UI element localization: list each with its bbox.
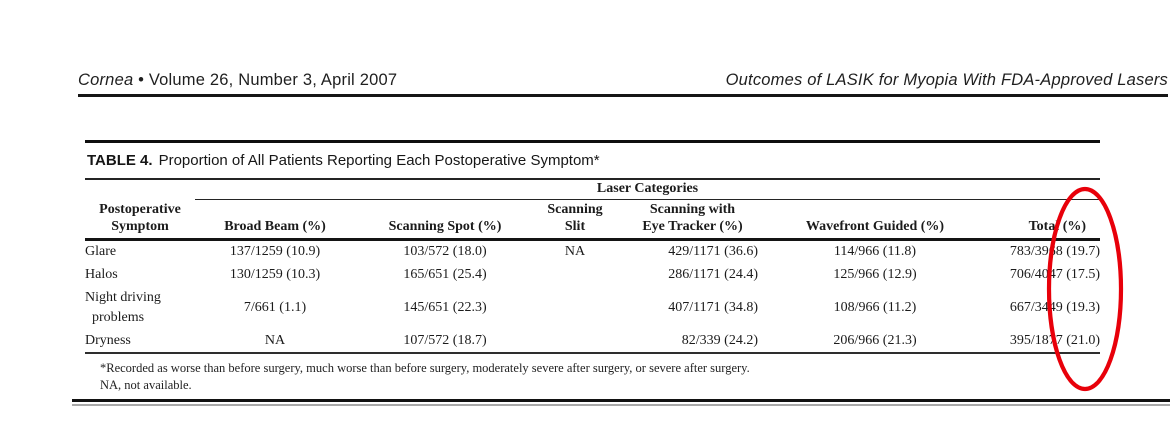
column-header-scanning-slit: Scanning Slit	[535, 199, 615, 241]
journal-name: Cornea	[78, 71, 134, 89]
table-cell: 667/3449 (19.3)	[1009, 300, 1101, 315]
journal-citation: Cornea • Volume 26, Number 3, April 2007	[78, 71, 397, 90]
table-cell	[535, 263, 615, 287]
table-cell: 407/1171 (34.8)	[668, 300, 758, 315]
table-cell: 783/3968 (19.7)	[1009, 243, 1101, 259]
table-cell	[535, 329, 615, 353]
column-header-total: Total (%)	[980, 199, 1101, 241]
column-header-eye-tracker: Scanning with Eye Tracker (%)	[615, 199, 770, 241]
running-head: Cornea • Volume 26, Number 3, April 2007…	[78, 71, 1168, 90]
table-cell: 114/966 (11.8)	[833, 243, 917, 259]
table-cell: Dryness	[85, 332, 131, 348]
table-cell: 137/1259 (10.9)	[229, 243, 321, 259]
spanner-row: Laser Categories	[85, 179, 1101, 200]
table-row-dryness: Dryness NA 107/572 (18.7) 82/339 (24.2) …	[85, 329, 1100, 353]
column-header-broad-beam: Broad Beam (%)	[195, 199, 355, 241]
table-cell: 206/966 (21.3)	[833, 332, 917, 348]
table-cell: 103/572 (18.0)	[403, 243, 487, 259]
table-cell: 145/651 (22.3)	[403, 300, 487, 315]
table-cell	[535, 287, 615, 329]
table-cell: 429/1171 (36.6)	[668, 243, 758, 259]
table-cell: 82/339 (24.2)	[681, 332, 758, 348]
spanner-laser-categories: Laser Categories	[195, 179, 1101, 200]
table-cell: NA	[264, 332, 286, 348]
table-title: TABLE 4. Proportion of All Patients Repo…	[85, 143, 1100, 178]
spanner-empty-cell	[85, 179, 195, 199]
table-cell: Night driving problems	[85, 290, 161, 325]
column-header-symptom: Postoperative Symptom	[85, 199, 195, 241]
article-running-title: Outcomes of LASIK for Myopia With FDA-Ap…	[725, 71, 1168, 89]
table-cell: 125/966 (12.9)	[833, 267, 917, 282]
table-cell: 286/1171 (24.4)	[668, 267, 758, 282]
table-cell: 7/661 (1.1)	[243, 300, 307, 315]
page-bottom-rule	[72, 399, 1170, 406]
table-number-label: TABLE 4.	[87, 152, 153, 169]
table-row-glare: Glare 137/1259 (10.9) 103/572 (18.0) NA …	[85, 239, 1100, 263]
running-head-rule	[78, 94, 1168, 97]
table-cell: NA	[564, 243, 586, 259]
table-cell: 130/1259 (10.3)	[229, 267, 321, 282]
table-footnotes: *Recorded as worse than before surgery, …	[85, 360, 1100, 394]
table-cell: 107/572 (18.7)	[403, 332, 487, 348]
table-cell: Halos	[85, 267, 118, 282]
table-cell: 165/651 (25.4)	[403, 267, 487, 282]
table-cell: 706/4047 (17.5)	[1009, 267, 1101, 282]
table-cell: Glare	[85, 243, 117, 259]
table-row-night-driving: Night driving problems 7/661 (1.1) 145/6…	[85, 287, 1100, 329]
table-cell: 108/966 (11.2)	[833, 300, 917, 315]
footnote-na: NA, not available.	[100, 378, 192, 392]
table-cell: 395/1877 (21.0)	[1009, 332, 1101, 348]
column-header-scanning-spot: Scanning Spot (%)	[355, 199, 535, 241]
symptoms-table: Laser Categories Postoperative Symptom B…	[85, 178, 1101, 354]
column-header-row: Postoperative Symptom Broad Beam (%) Sca…	[85, 199, 1101, 241]
table-4-block: TABLE 4. Proportion of All Patients Repo…	[85, 140, 1101, 394]
table-caption: Proportion of All Patients Reporting Eac…	[158, 152, 600, 169]
column-header-wavefront: Wavefront Guided (%)	[770, 199, 980, 241]
footnote-asterisk: *Recorded as worse than before surgery, …	[100, 361, 750, 375]
table-row-halos: Halos 130/1259 (10.3) 165/651 (25.4) 286…	[85, 263, 1100, 287]
issue-info: • Volume 26, Number 3, April 2007	[133, 71, 398, 89]
